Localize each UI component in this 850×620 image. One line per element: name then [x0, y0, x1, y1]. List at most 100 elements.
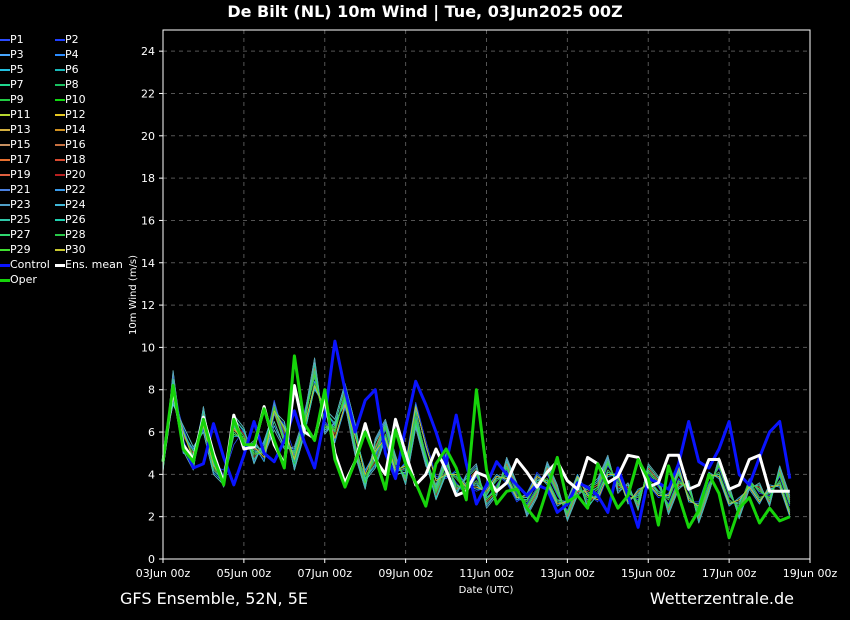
y-tick-label: 4 — [148, 468, 155, 481]
legend-label: P7 — [10, 78, 24, 91]
legend-label: P13 — [10, 123, 31, 136]
series-line-p17 — [162, 374, 791, 515]
x-tick-label: 17Jun 00z — [702, 567, 757, 580]
series-line-p26 — [162, 385, 791, 513]
series-layer — [161, 339, 792, 540]
x-tick-label: 15Jun 00z — [621, 567, 676, 580]
series-line-control — [161, 339, 792, 529]
legend-label: P16 — [65, 138, 86, 151]
legend-label: P26 — [65, 213, 86, 226]
series-line-p28 — [162, 382, 791, 511]
y-tick-label: 22 — [141, 87, 155, 100]
y-tick-label: 14 — [141, 257, 155, 270]
legend-label: P11 — [10, 108, 31, 121]
legend-label: P9 — [10, 93, 24, 106]
legend-label: P27 — [10, 228, 31, 241]
legend-swatch — [0, 249, 10, 251]
legend-swatch — [0, 84, 10, 86]
legend-label: P2 — [65, 33, 79, 46]
y-tick-label: 8 — [148, 384, 155, 397]
series-line-ens-mean — [161, 384, 790, 497]
legend-swatch — [55, 84, 65, 86]
legend-swatch — [0, 189, 10, 191]
legend-swatch — [0, 219, 10, 221]
series-line-p1 — [162, 372, 791, 513]
y-tick-label: 0 — [148, 553, 155, 566]
legend-swatch — [55, 264, 65, 267]
legend-swatch — [0, 99, 10, 101]
x-tick-label: 11Jun 00z — [459, 567, 514, 580]
footer-model-label: GFS Ensemble, 52N, 5E — [120, 589, 308, 608]
series-line-p3 — [162, 361, 791, 522]
legend-label: Ens. mean — [65, 258, 123, 271]
legend-label: P28 — [65, 228, 86, 241]
series-line-p13 — [162, 363, 791, 522]
series-line-p9 — [162, 376, 791, 515]
series-line-p30 — [162, 385, 791, 515]
x-tick-label: 05Jun 00z — [217, 567, 272, 580]
y-tick-label: 2 — [148, 511, 155, 524]
legend-swatch — [55, 174, 65, 176]
legend-label: P29 — [10, 243, 31, 256]
series-line-p12 — [162, 382, 791, 515]
legend-swatch — [0, 69, 10, 71]
legend-label: P4 — [65, 48, 79, 61]
series-line-p6 — [162, 385, 791, 515]
series-line-p15 — [162, 370, 791, 518]
legend-swatch — [0, 159, 10, 161]
legend-label: P3 — [10, 48, 24, 61]
legend-swatch — [55, 144, 65, 146]
legend-swatch — [0, 39, 10, 41]
legend-swatch — [55, 219, 65, 221]
legend-swatch — [55, 114, 65, 116]
series-line-p10 — [162, 389, 791, 517]
x-tick-label: 03Jun 00z — [136, 567, 191, 580]
legend-label: P5 — [10, 63, 24, 76]
plot-frame — [162, 29, 811, 560]
legend-swatch — [55, 54, 65, 56]
legend-swatch — [55, 249, 65, 251]
legend-label: P30 — [65, 243, 86, 256]
series-line-p23 — [162, 357, 791, 524]
series-line-p7 — [162, 368, 791, 520]
legend-swatch — [55, 189, 65, 191]
series-line-p18 — [162, 385, 791, 515]
legend-swatch — [0, 279, 10, 282]
y-tick-label: 12 — [141, 299, 155, 312]
series-line-p29 — [162, 374, 791, 515]
legend-label: P21 — [10, 183, 31, 196]
x-tick-label: 13Jun 00z — [540, 567, 595, 580]
y-tick-label: 20 — [141, 130, 155, 143]
series-line-p5 — [162, 370, 791, 518]
x-tick-label: 07Jun 00z — [298, 567, 353, 580]
legend-swatch — [0, 129, 10, 131]
legend-swatch — [55, 129, 65, 131]
x-axis-label: Date (UTC) — [459, 585, 514, 596]
series-line-p16 — [162, 382, 791, 511]
legend-swatch — [0, 114, 10, 116]
grid — [163, 30, 810, 559]
series-line-p25 — [162, 363, 791, 522]
legend-label: Control — [10, 258, 50, 271]
legend-swatch — [55, 69, 65, 71]
legend-label: P6 — [65, 63, 79, 76]
series-line-p11 — [162, 357, 791, 524]
legend-swatch — [0, 144, 10, 146]
x-tick-label: 19Jun 00z — [783, 567, 838, 580]
legend-label: P14 — [65, 123, 86, 136]
series-line-p27 — [162, 370, 791, 518]
y-tick-label: 24 — [141, 45, 155, 58]
legend-label: P1 — [10, 33, 24, 46]
legend-swatch — [0, 54, 10, 56]
legend-swatch — [0, 234, 10, 236]
legend-label: P8 — [65, 78, 79, 91]
legend-label: P24 — [65, 198, 86, 211]
legend-label: P15 — [10, 138, 31, 151]
legend-swatch — [55, 159, 65, 161]
series-line-p2 — [162, 387, 791, 517]
y-tick-label: 18 — [141, 172, 155, 185]
series-line-p20 — [162, 382, 791, 511]
series-line-p24 — [162, 382, 791, 515]
legend-swatch — [0, 174, 10, 176]
y-tick-label: 16 — [141, 214, 155, 227]
